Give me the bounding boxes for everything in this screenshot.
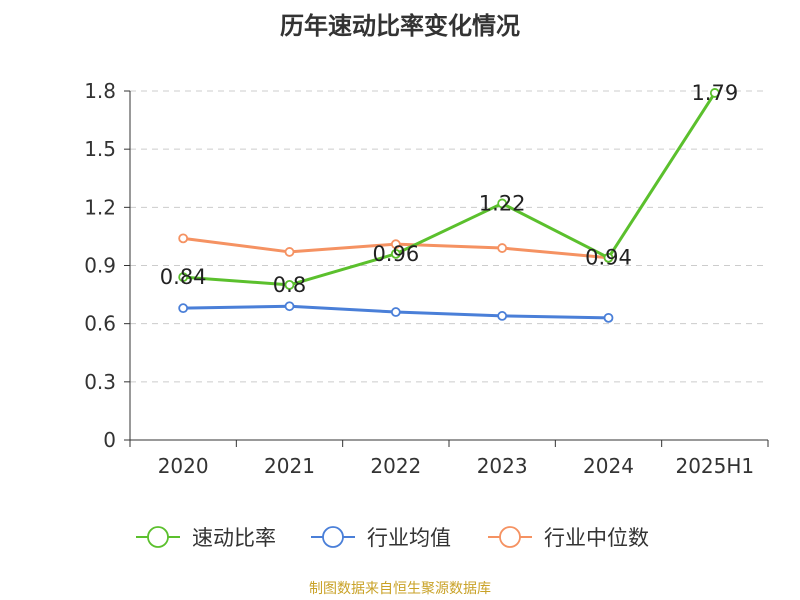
data-point: [497, 198, 508, 209]
y-tick-label: 0: [103, 428, 116, 452]
data-point: [284, 301, 295, 312]
data-label: 1.22: [479, 191, 526, 215]
series-line-0: [183, 92, 717, 287]
data-point: [178, 272, 189, 283]
x-tick-label: 2023: [477, 454, 528, 478]
data-label: 0.96: [372, 242, 419, 266]
data-point: [178, 303, 189, 314]
data-point: [709, 88, 720, 98]
data-point: [284, 279, 295, 290]
legend-label-0: 速动比率: [192, 526, 276, 550]
x-tick-label: 2020: [158, 454, 209, 478]
data-point: [497, 243, 508, 253]
data-point: [603, 312, 614, 323]
data-point: [390, 239, 401, 250]
data-point: [390, 307, 401, 317]
legend-marker-0: [147, 526, 169, 548]
data-label: 1.79: [691, 81, 738, 105]
data-point: [497, 311, 508, 321]
data-label: 0.94: [585, 246, 632, 270]
y-tick-label: 0.9: [84, 254, 116, 278]
y-tick-label: 0.3: [84, 370, 116, 394]
data-point: [603, 252, 614, 263]
y-tick-label: 1.2: [84, 195, 116, 219]
data-label: 0.8: [273, 273, 306, 297]
x-tick-label: 2022: [370, 454, 421, 478]
data-point: [390, 248, 401, 259]
source-note: 制图数据来自恒生聚源数据库: [309, 581, 491, 597]
y-tick-label: 1.8: [84, 79, 116, 103]
data-label: 0.84: [160, 265, 207, 289]
legend-marker-1: [322, 526, 344, 548]
legend-marker-2: [499, 526, 521, 548]
legend-label-2: 行业中位数: [544, 526, 649, 550]
x-tick-label: 2024: [583, 454, 634, 478]
y-tick-label: 0.6: [84, 312, 116, 336]
data-point: [284, 247, 295, 257]
x-tick-label: 2021: [264, 454, 315, 478]
y-tick-label: 1.5: [84, 137, 116, 161]
legend-label-1: 行业均值: [367, 526, 451, 550]
chart-title: 历年速动比率变化情况: [280, 12, 520, 40]
x-tick-label: 2025H1: [675, 454, 754, 478]
data-point: [178, 233, 189, 244]
